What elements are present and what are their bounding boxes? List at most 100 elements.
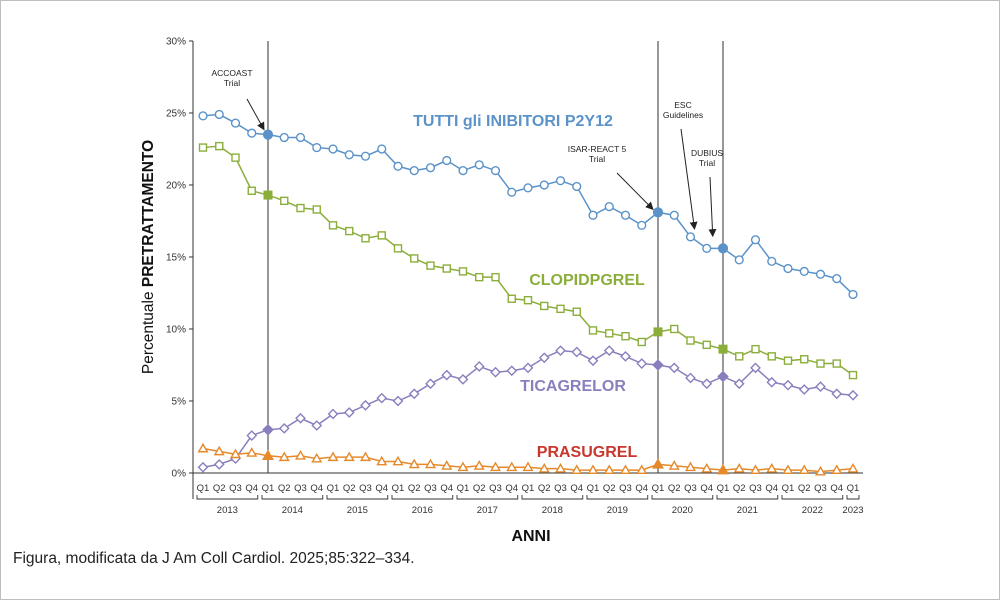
data-point	[425, 378, 436, 390]
data-point	[442, 264, 451, 273]
x-tick-label: Q2	[473, 483, 486, 494]
x-tick-label: Q3	[554, 483, 567, 494]
data-point	[800, 355, 809, 364]
x-tick-label: Q1	[457, 483, 470, 494]
data-point	[393, 161, 403, 171]
data-point	[572, 181, 582, 192]
data-point	[587, 464, 599, 475]
data-point	[605, 329, 614, 338]
data-point	[750, 362, 761, 374]
data-point	[408, 458, 420, 469]
data-point	[668, 460, 680, 470]
data-point	[441, 369, 453, 381]
x-tick-label: Q2	[278, 483, 291, 494]
data-point	[815, 269, 826, 279]
data-point	[295, 132, 306, 143]
data-point	[213, 458, 225, 470]
data-point	[328, 221, 338, 230]
data-point	[652, 359, 664, 371]
x-tick-label: Q2	[213, 483, 226, 494]
data-point	[717, 370, 729, 383]
data-point	[490, 366, 501, 378]
line-chart: 0%5%10%15%20%25%30%Q1 Q2 Q3 Q4 Q1 Q2 Q3 Q4 Q1 Q2 Q…	[140, 37, 864, 546]
data-point	[294, 450, 307, 460]
data-point	[555, 176, 566, 186]
x-tick-label: Q1	[782, 483, 795, 494]
data-point	[247, 186, 256, 195]
data-point	[343, 451, 355, 462]
data-point	[198, 111, 208, 121]
event-label: Trial	[699, 158, 715, 168]
x-tick-label: Q1	[847, 483, 860, 494]
data-point	[587, 355, 599, 367]
x-tick-label: Q2	[538, 483, 551, 494]
data-point	[458, 267, 468, 276]
data-point	[588, 210, 598, 220]
data-point	[766, 462, 778, 473]
x-tick-label: Q2	[798, 483, 811, 494]
data-point	[424, 458, 437, 469]
data-point	[848, 289, 858, 300]
data-point	[831, 464, 843, 475]
year-label: 2014	[282, 505, 303, 516]
y-tick-label: 10%	[166, 325, 186, 336]
y-tick-label: 5%	[172, 397, 187, 408]
data-point	[230, 118, 241, 128]
data-point	[506, 365, 518, 377]
data-point	[670, 324, 679, 334]
year-bracket	[456, 495, 519, 500]
data-point	[523, 183, 533, 193]
data-point	[636, 464, 648, 475]
data-point	[360, 151, 371, 161]
data-point	[197, 442, 209, 453]
x-tick-label: Q4	[505, 483, 518, 494]
data-point	[556, 304, 565, 314]
x-tick-label: Q3	[749, 483, 762, 494]
data-point	[637, 337, 646, 347]
data-point	[717, 243, 729, 254]
y-tick-label: 15%	[166, 253, 186, 264]
x-tick-label: Q4	[830, 483, 843, 494]
data-point	[246, 430, 258, 441]
data-point	[343, 407, 355, 418]
data-point	[603, 345, 615, 356]
data-point	[263, 190, 273, 200]
data-point	[701, 462, 713, 473]
data-point	[847, 389, 859, 401]
event-label: Trial	[224, 78, 240, 88]
data-point	[376, 392, 388, 404]
data-point	[312, 205, 321, 214]
series	[197, 345, 859, 473]
data-point	[198, 143, 208, 152]
data-point	[458, 166, 468, 176]
data-point	[213, 445, 225, 456]
data-point	[716, 463, 730, 475]
y-axis-title: Percentuale PRETRATTAMENTO	[140, 140, 157, 374]
data-point	[295, 412, 306, 424]
x-tick-label: Q2	[603, 483, 616, 494]
data-point	[669, 210, 679, 220]
series-line	[202, 145, 854, 376]
data-point	[733, 462, 745, 473]
data-point	[539, 180, 549, 190]
data-point	[312, 142, 322, 153]
year-label: 2018	[542, 505, 563, 516]
year-label: 2015	[347, 505, 368, 516]
data-point	[832, 274, 842, 284]
data-point	[685, 372, 696, 384]
data-point	[668, 362, 680, 374]
y-tick-label: 25%	[166, 109, 186, 120]
data-point	[392, 455, 404, 466]
series-label: CLOPIDPGREL	[529, 272, 645, 289]
data-point	[555, 345, 566, 356]
data-point	[815, 381, 826, 392]
year-label: 2023	[842, 505, 863, 516]
x-tick-label: Q2	[733, 483, 746, 494]
data-point	[344, 150, 354, 160]
data-point	[489, 461, 502, 472]
data-point	[361, 234, 370, 243]
x-tick-label: Q1	[522, 483, 535, 494]
